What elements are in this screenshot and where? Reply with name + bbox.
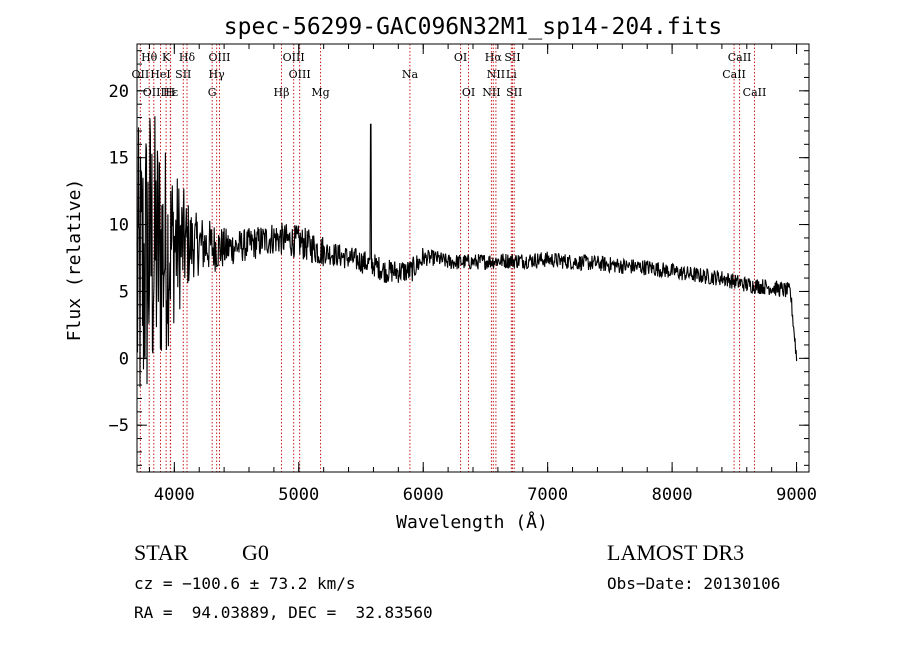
- line-label: Hθ: [141, 51, 158, 64]
- line-label: Hγ: [209, 68, 226, 81]
- line-label: Hα: [485, 51, 503, 64]
- y-tick-label: 15: [109, 149, 129, 169]
- line-label: NII: [487, 68, 505, 81]
- line-label: OIII: [208, 51, 230, 64]
- line-label: CaII: [722, 68, 746, 81]
- line-label: OI: [454, 51, 467, 64]
- line-label: Mg: [311, 86, 329, 99]
- y-tick-label: 20: [109, 82, 129, 102]
- chart-title: spec-56299-GAC096N32M1_sp14-204.fits: [224, 14, 723, 40]
- y-tick-label: 10: [109, 216, 129, 236]
- x-tick-label: 5000: [278, 485, 319, 505]
- ra-dec: RA = 94.03889, DEC = 32.83560: [134, 603, 433, 622]
- line-label: SII: [175, 68, 191, 81]
- x-tick-label: 4000: [154, 485, 195, 505]
- survey-name: LAMOST DR3: [607, 540, 745, 565]
- line-label: NII: [482, 86, 500, 99]
- x-tick-label: 9000: [776, 485, 817, 505]
- plot-frame: [136, 43, 810, 473]
- line-label: G: [208, 86, 217, 99]
- obs-date: Obs−Date: 20130106: [607, 574, 781, 593]
- line-label: K: [162, 51, 171, 64]
- line-label: HeI: [150, 68, 170, 81]
- x-tick-label: 8000: [652, 485, 693, 505]
- line-label: Hδ: [179, 51, 196, 64]
- line-label: OIII: [289, 68, 311, 81]
- line-label: SII: [506, 86, 522, 99]
- x-axis: 4000 5000 6000 7000 8000 9000: [148, 44, 817, 505]
- line-label: Na: [402, 68, 419, 81]
- y-tick-label: 5: [119, 282, 129, 302]
- line-label: CaII: [743, 86, 767, 99]
- x-tick-label: 6000: [403, 485, 444, 505]
- y-axis: −5 0 5 10 15 20: [109, 50, 809, 466]
- y-tick-label: 0: [119, 349, 129, 369]
- line-label: Li: [506, 68, 517, 81]
- line-label: SII: [504, 51, 520, 64]
- x-tick-label: 7000: [527, 485, 568, 505]
- redshift-cz: cz = −100.6 ± 73.2 km/s: [134, 574, 356, 593]
- line-label: OI: [462, 86, 475, 99]
- line-label: Hε: [163, 86, 179, 99]
- y-axis-label: Flux (relative): [64, 179, 85, 342]
- line-label: H: [166, 86, 176, 99]
- line-label: OIII: [283, 51, 305, 64]
- line-label: OII: [132, 68, 150, 81]
- line-label: CaII: [728, 51, 752, 64]
- object-class: STAR: [134, 540, 189, 565]
- y-tick-label: −5: [109, 416, 129, 436]
- flux-series-line: [136, 116, 798, 387]
- object-subclass: G0: [242, 540, 269, 565]
- line-label: Hβ: [274, 86, 290, 99]
- line-label: OIII: [143, 86, 165, 99]
- x-axis-label: Wavelength (Å): [396, 511, 548, 533]
